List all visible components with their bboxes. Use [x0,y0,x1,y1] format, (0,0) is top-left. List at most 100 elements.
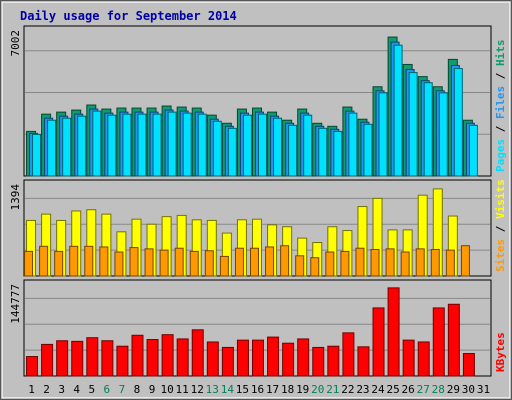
bar-sites-day-19 [295,255,305,277]
bar-pages-day-29 [453,68,463,177]
x-tick-label: 26 [402,383,415,396]
bar-pages-day-6 [107,114,117,177]
y-max-label: 7002 [9,30,22,57]
bar-sites-day-10 [159,249,169,277]
bar-kbytes-day-9 [146,339,159,377]
x-tick-label: 2 [43,383,50,396]
legend-item-sites: Sites [494,239,507,272]
legend-separator: / [494,219,507,239]
x-tick-label: 20 [311,383,324,396]
bar-sites-day-15 [234,247,244,277]
x-tick-label: 29 [447,383,460,396]
x-tick-label: 12 [191,383,204,396]
x-tick-label: 23 [356,383,369,396]
x-tick-label: 31 [477,383,490,396]
bar-pages-day-11 [182,112,192,177]
bar-pages-day-7 [122,113,132,177]
bar-pages-day-4 [77,115,87,177]
x-tick-label: 6 [104,383,111,396]
x-tick-label: 14 [221,383,235,396]
bar-sites-day-4 [69,245,79,277]
bar-pages-day-1 [32,133,42,177]
x-tick-label: 19 [296,383,309,396]
bar-sites-day-24 [370,248,380,277]
bar-sites-day-5 [84,245,94,277]
bar-sites-day-26 [400,251,410,277]
x-tick-label: 16 [251,383,264,396]
bar-sites-day-20 [310,257,320,277]
bar-pages-day-13 [212,120,222,177]
panel-visits-sites: 1394 Sites / Visits [9,179,507,277]
x-tick-label: 9 [149,383,156,396]
bar-pages-day-14 [227,127,237,177]
bar-sites-day-30 [460,245,470,277]
bar-pages-day-9 [152,113,162,177]
bar-pages-day-30 [468,124,478,177]
legend-item-files: Files [494,86,507,119]
bar-pages-day-18 [288,124,298,177]
bar-kbytes-day-12 [191,329,204,377]
bar-sites-day-21 [325,251,335,277]
bar-kbytes-day-29 [447,303,460,377]
legend-item-hits: Hits [494,40,507,67]
bar-pages-day-15 [242,114,252,177]
bar-kbytes-day-25 [387,287,400,377]
bar-sites-day-1 [24,250,34,277]
legend-kbytes: KBytes [494,332,507,372]
bar-sites-day-29 [445,249,455,277]
x-tick-label: 30 [462,383,475,396]
bar-kbytes-day-15 [236,339,249,377]
y-max-label: 1394 [9,184,22,211]
x-tick-label: 3 [58,383,65,396]
bar-sites-day-6 [99,246,109,277]
bar-kbytes-day-18 [282,342,295,377]
x-tick-label: 13 [206,383,219,396]
bar-sites-day-28 [430,248,440,277]
bar-sites-day-18 [280,245,290,277]
bar-pages-day-10 [167,111,177,177]
bar-sites-day-3 [54,250,64,277]
legend-visits-sites: Sites / Visits [494,179,507,272]
bar-pages-day-26 [408,72,418,177]
bar-pages-day-24 [378,92,388,177]
bar-sites-day-27 [415,248,425,277]
bar-kbytes-day-1 [26,356,39,377]
bar-sites-day-13 [204,250,214,277]
x-tick-label: 27 [417,383,430,396]
y-max-label: 144777 [9,284,22,324]
x-tick-label: 5 [88,383,95,396]
bar-kbytes-day-14 [221,346,234,377]
bar-kbytes-day-7 [116,345,129,377]
x-tick-label: 11 [176,383,189,396]
bar-kbytes-day-10 [161,334,174,377]
bar-kbytes-day-13 [206,341,219,377]
x-tick-label: 7 [119,383,126,396]
bar-kbytes-day-4 [71,340,84,377]
bar-pages-day-17 [273,117,283,177]
chart-panels: 7002 Pages / Files / Hits 1394 Sites / Visi… [9,25,507,377]
bar-kbytes-day-2 [41,343,54,377]
legend-separator: / [494,119,507,139]
x-tick-label: 17 [266,383,279,396]
legend-item-visits: Visits [494,179,507,219]
legend-item-pages: Pages [494,139,507,172]
x-tick-label: 21 [326,383,339,396]
bar-sites-day-25 [385,248,395,277]
bar-pages-day-12 [197,113,207,177]
bar-kbytes-day-24 [372,307,385,377]
bar-pages-day-20 [318,127,328,177]
bar-kbytes-day-28 [432,307,445,377]
bar-kbytes-day-21 [327,345,340,377]
bar-kbytes-day-19 [297,338,310,377]
x-tick-label: 15 [236,383,249,396]
bar-kbytes-day-6 [101,340,114,377]
bar-sites-day-17 [265,246,275,277]
x-tick-label: 1 [28,383,35,396]
bar-kbytes-day-20 [312,346,325,377]
bar-kbytes-day-17 [267,336,280,377]
x-tick-label: 18 [281,383,294,396]
bar-pages-day-8 [137,113,147,177]
legend-separator: / [494,66,507,86]
